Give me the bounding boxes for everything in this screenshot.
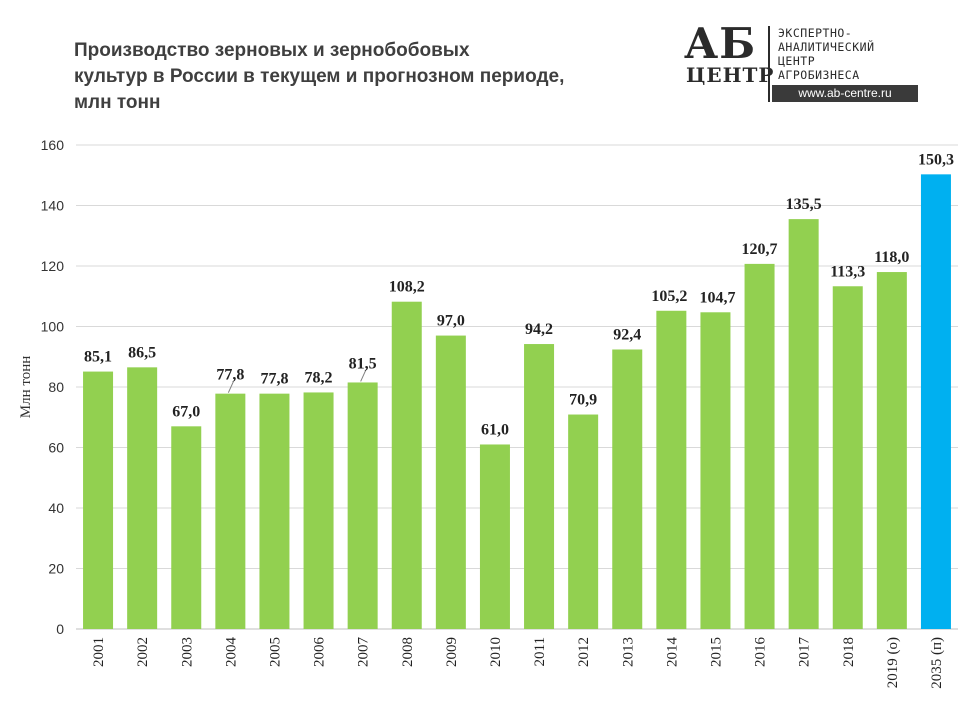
y-tick-label-120: 120	[41, 258, 65, 274]
x-tick-label-2035 (п): 2035 (п)	[929, 637, 945, 689]
bar-2016	[744, 263, 775, 629]
bar-2014	[656, 310, 687, 629]
x-tick-label-2017: 2017	[797, 637, 813, 668]
logo-divider	[768, 26, 770, 102]
chart-title: Производство зерновых и зернобобовых кул…	[74, 38, 674, 116]
title-line-3: млн тонн	[74, 92, 161, 113]
logo-mark: АБ	[684, 19, 757, 68]
bar-2017	[788, 219, 819, 630]
y-tick-label-60: 60	[48, 440, 64, 456]
bar-2015	[700, 312, 731, 629]
value-label-2003: 67,0	[172, 403, 200, 420]
label-leader-2007	[360, 370, 367, 382]
value-label-2035 (п): 150,3	[918, 151, 954, 168]
x-tick-label-2019 (о): 2019 (о)	[885, 637, 901, 688]
title-line-1: Производство зерновых и зернобобовых	[74, 40, 470, 61]
x-tick-label-2007: 2007	[356, 637, 372, 668]
bar-2001	[83, 371, 114, 629]
x-tick-label-2013: 2013	[620, 637, 636, 667]
x-tick-label-2009: 2009	[444, 637, 460, 667]
y-tick-label-0: 0	[56, 621, 64, 637]
bar-2006	[303, 392, 334, 629]
x-tick-label-2004: 2004	[223, 637, 239, 668]
bar-2008	[391, 301, 422, 629]
y-tick-label-20: 20	[48, 561, 64, 577]
value-label-2008: 108,2	[389, 279, 425, 296]
x-tick-label-2005: 2005	[267, 637, 283, 667]
x-tick-label-2010: 2010	[488, 637, 504, 667]
bar-2019 (о)	[876, 272, 907, 629]
y-tick-label-140: 140	[41, 198, 65, 214]
bar-2007	[347, 382, 378, 629]
value-label-2009: 97,0	[437, 313, 465, 330]
value-label-2019 (о): 118,0	[874, 249, 909, 266]
value-label-2018: 113,3	[830, 263, 865, 280]
x-tick-label-2012: 2012	[576, 637, 592, 667]
value-label-2001: 85,1	[84, 349, 112, 366]
value-label-2010: 61,0	[481, 421, 509, 438]
bar-2013	[612, 349, 643, 629]
y-tick-label-160: 160	[41, 137, 65, 153]
y-axis-label: Млн тонн	[18, 356, 34, 419]
value-label-2014: 105,2	[651, 288, 687, 305]
value-label-2016: 120,7	[742, 241, 778, 258]
x-tick-label-2008: 2008	[400, 637, 416, 667]
value-label-2017: 135,5	[786, 196, 822, 213]
x-tick-label-2006: 2006	[312, 637, 328, 668]
title-line-2: культур в России в текущем и прогнозном …	[74, 66, 565, 87]
bar-2004	[215, 393, 246, 629]
ab-centre-logo: АБ ЦЕНТР ЭКСПЕРТНО- АНАЛИТИЧЕСКИЙ ЦЕНТР …	[684, 22, 944, 106]
value-label-2015: 104,7	[699, 289, 735, 306]
bar-2009	[435, 335, 466, 629]
x-tick-label-2003: 2003	[179, 637, 195, 667]
value-label-2006: 78,2	[305, 369, 333, 386]
logo-line-1: ЭКСПЕРТНО-	[778, 26, 853, 40]
logo-sub: ЦЕНТР	[686, 63, 775, 87]
value-label-2004: 77,8	[216, 367, 244, 384]
value-label-2011: 94,2	[525, 321, 553, 338]
x-tick-label-2001: 2001	[91, 637, 107, 667]
y-tick-label-40: 40	[48, 500, 64, 516]
x-tick-label-2016: 2016	[753, 637, 769, 668]
y-tick-label-100: 100	[41, 319, 65, 335]
bar-2018	[832, 286, 863, 629]
x-tick-label-2015: 2015	[708, 637, 724, 667]
bar-2010	[479, 444, 510, 629]
value-label-2013: 92,4	[613, 326, 641, 343]
bar-2002	[127, 367, 158, 629]
bar-2012	[568, 414, 599, 629]
x-tick-label-2014: 2014	[664, 637, 680, 668]
logo-url: www.ab-centre.ru	[772, 85, 918, 102]
y-tick-label-80: 80	[48, 379, 64, 395]
value-label-2005: 77,8	[260, 371, 288, 388]
bar-2005	[259, 393, 290, 629]
bar-2003	[171, 426, 202, 629]
bar-2011	[524, 344, 555, 629]
value-label-2007: 81,5	[349, 355, 377, 372]
value-label-2002: 86,5	[128, 344, 156, 361]
logo-line-4: АГРОБИЗНЕСА	[778, 68, 860, 82]
logo-line-2: АНАЛИТИЧЕСКИЙ	[778, 40, 875, 54]
logo-line-3: ЦЕНТР	[778, 54, 816, 68]
x-tick-label-2018: 2018	[841, 637, 857, 667]
x-tick-label-2002: 2002	[135, 637, 151, 667]
bar-2035 (п)	[920, 174, 951, 629]
label-leader-2004	[227, 381, 234, 393]
value-label-2012: 70,9	[569, 392, 597, 409]
x-tick-label-2011: 2011	[532, 637, 548, 666]
